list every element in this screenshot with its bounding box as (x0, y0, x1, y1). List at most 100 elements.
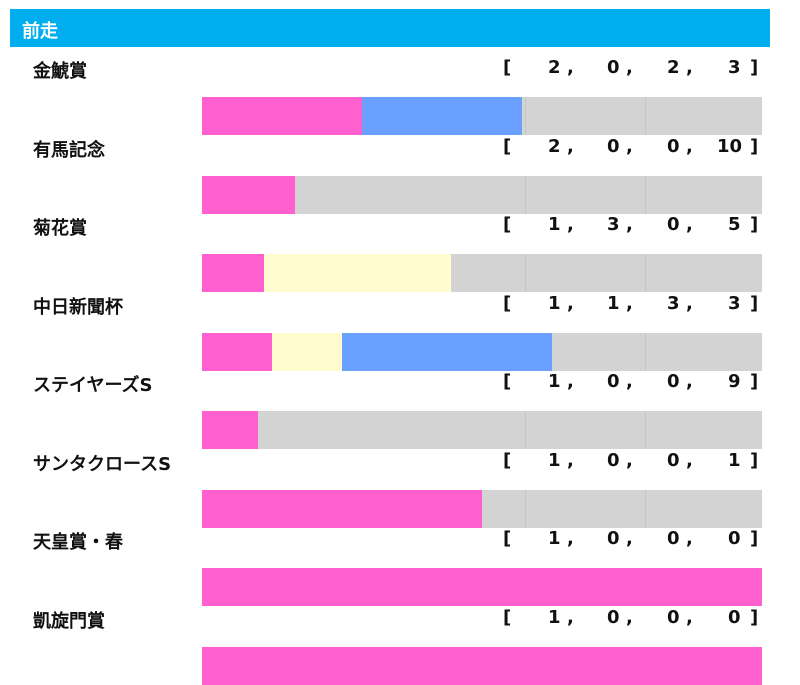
unplaced-segment (552, 332, 762, 371)
race-name: 天皇賞・春 (33, 532, 123, 553)
record-bar (202, 489, 762, 528)
record-count: 0 (667, 135, 680, 157)
record-separator: , (567, 135, 574, 157)
record-separator: , (626, 528, 633, 549)
record-bracket-close: ] (750, 214, 759, 235)
grid-line (525, 97, 526, 135)
unplaced-segment (522, 97, 762, 135)
race-row: 凱旋門賞 [1, 0, 0, 0] (0, 607, 800, 685)
race-row: 金鯱賞 [2, 0, 2, 3] (0, 57, 800, 135)
record-separator: , (686, 449, 693, 471)
win-segment (202, 646, 762, 685)
unplaced-segment (258, 411, 762, 449)
grid-line (645, 175, 646, 214)
record-count: 3 (728, 57, 741, 78)
record-count: 2 (548, 135, 561, 157)
record-count: 0 (607, 135, 620, 157)
race-row: 菊花賞 [1, 3, 0, 5] (0, 214, 800, 292)
record-separator: , (686, 528, 693, 549)
grid-line (525, 254, 526, 292)
record-separator: , (626, 449, 633, 471)
record-bracket-close: ] (750, 606, 759, 628)
grid-line (645, 489, 646, 528)
record-count: 1 (728, 449, 741, 471)
record-separator: , (626, 214, 633, 235)
record-count: 0 (607, 449, 620, 471)
record-bar (202, 175, 762, 214)
record-count: 1 (548, 371, 561, 392)
race-row: 有馬記念 [2, 0, 0, 10] (0, 136, 800, 214)
record-count: 0 (728, 606, 741, 628)
race-name: ステイヤーズS (33, 375, 153, 396)
record-separator: , (686, 606, 693, 628)
race-name: 凱旋門賞 (33, 610, 105, 632)
race-name: サンタクロースS (33, 453, 172, 475)
record-count: 1 (548, 606, 561, 628)
record-bracket-open: [ (503, 371, 512, 392)
grid-line (645, 254, 646, 292)
record-count: 0 (667, 214, 680, 235)
record-bracket-open: [ (503, 606, 512, 628)
record-count: 0 (607, 606, 620, 628)
record-bracket-close: ] (750, 371, 759, 392)
record-count: 1 (548, 214, 561, 235)
win-segment (202, 411, 258, 449)
record-count: 1 (548, 528, 561, 549)
grid-line (525, 411, 526, 449)
record-count: 1 (548, 449, 561, 471)
grid-line (525, 489, 526, 528)
record-bar (202, 254, 762, 292)
record-bracket-open: [ (503, 528, 512, 549)
grid-line (645, 332, 646, 371)
record-separator: , (626, 371, 633, 392)
second-segment (264, 254, 451, 292)
race-row: ステイヤーズS [1, 0, 0, 9] (0, 371, 800, 449)
record-count: 1 (548, 292, 561, 314)
record-bracket-close: ] (750, 57, 759, 78)
record-bracket-open: [ (503, 449, 512, 471)
race-row: サンタクロースS [1, 0, 0, 1] (0, 450, 800, 528)
grid-line (525, 175, 526, 214)
race-row: 中日新聞杯 [1, 1, 3, 3] (0, 293, 800, 371)
unplaced-segment (295, 175, 762, 214)
record-bar (202, 411, 762, 449)
section-header: 前走 (10, 9, 770, 47)
record-bar (202, 332, 762, 371)
record-count: 1 (607, 292, 620, 314)
record-bracket-open: [ (503, 292, 512, 314)
record-separator: , (567, 606, 574, 628)
record-separator: , (686, 371, 693, 392)
record-count: 2 (667, 57, 680, 78)
record-bracket-open: [ (503, 214, 512, 235)
record-separator: , (567, 292, 574, 314)
record-bar (202, 568, 762, 606)
record-count: 0 (667, 528, 680, 549)
second-segment (272, 332, 342, 371)
record-separator: , (626, 606, 633, 628)
record-count: 0 (667, 371, 680, 392)
third-segment (342, 332, 552, 371)
record-count: 3 (667, 292, 680, 314)
record-separator: , (686, 214, 693, 235)
record-bracket-close: ] (750, 292, 759, 314)
record-separator: , (686, 135, 693, 157)
record-count: 2 (548, 57, 561, 78)
win-segment (202, 332, 272, 371)
record-count: 10 (717, 135, 743, 157)
race-name: 金鯱賞 (33, 61, 87, 82)
third-segment (362, 97, 522, 135)
race-name: 中日新聞杯 (33, 296, 123, 318)
grid-line (645, 411, 646, 449)
grid-line (645, 97, 646, 135)
record-count: 0 (728, 528, 741, 549)
record-separator: , (626, 135, 633, 157)
record-bar (202, 646, 762, 685)
section-title: 前走 (22, 21, 58, 42)
record-separator: , (567, 371, 574, 392)
record-separator: , (686, 292, 693, 314)
record-count: 0 (607, 371, 620, 392)
record-count: 3 (728, 292, 741, 314)
record-count: 9 (728, 371, 741, 392)
record-separator: , (686, 57, 693, 78)
record-bracket-close: ] (750, 528, 759, 549)
